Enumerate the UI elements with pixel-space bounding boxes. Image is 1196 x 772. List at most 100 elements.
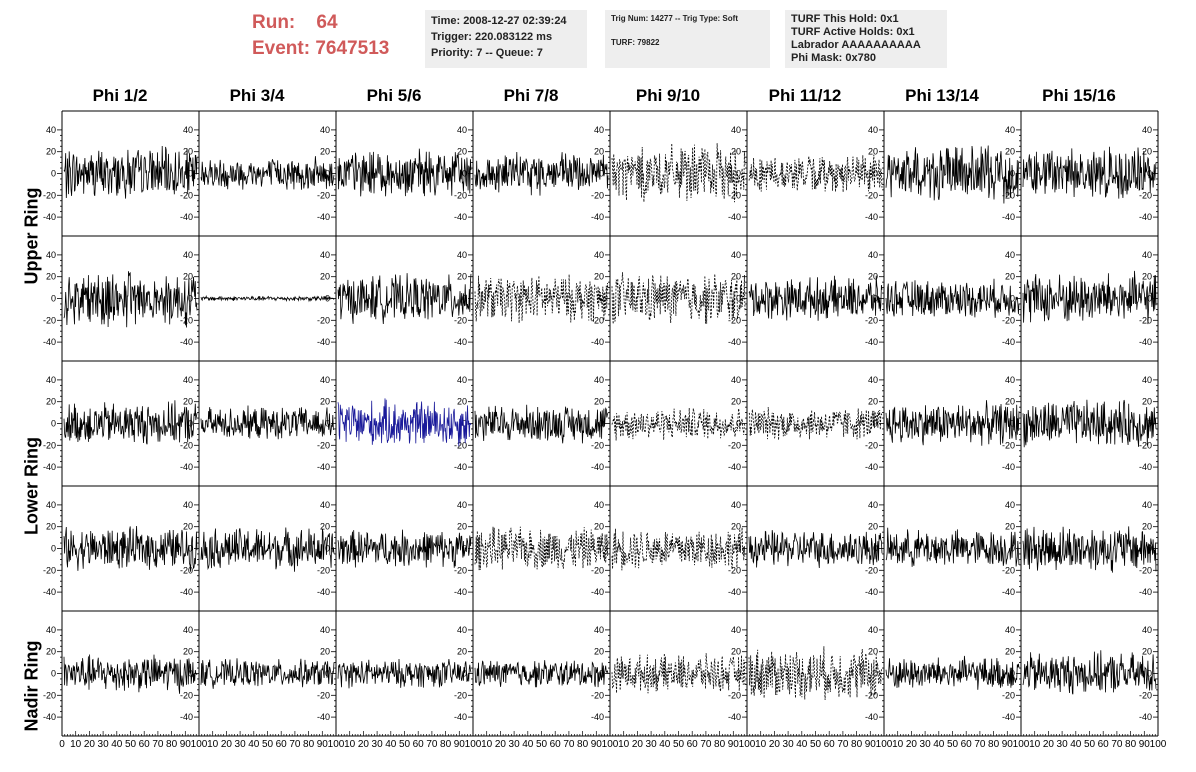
waveform-trace-r0-c3 — [474, 151, 609, 196]
y-tick-label: 40 — [183, 625, 193, 635]
y-tick-label: -40 — [1002, 212, 1015, 222]
x-tick-label: 50 — [125, 739, 137, 750]
x-tick-label: 40 — [385, 739, 397, 750]
x-tick-label: 50 — [262, 739, 274, 750]
x-tick-label: 90 — [317, 739, 329, 750]
x-tick-label: 50 — [536, 739, 548, 750]
waveform-trace-r3-c7 — [1022, 526, 1157, 573]
x-tick-label: 80 — [440, 739, 452, 750]
y-tick-label: 40 — [1005, 500, 1015, 510]
waveform-trace-r4-c6 — [885, 655, 1020, 690]
y-tick-label: -20 — [1002, 690, 1015, 700]
phi-mask-line: Phi Mask: 0x780 — [791, 52, 876, 64]
y-tick-label: 0 — [873, 169, 878, 179]
y-tick-label: -20 — [1002, 565, 1015, 575]
x-tick-label: 100 — [465, 739, 482, 750]
y-tick-label: -40 — [43, 337, 56, 347]
y-tick-label: -20 — [591, 565, 604, 575]
y-tick-label: 40 — [594, 625, 604, 635]
waveform-trace-r0-c6 — [885, 145, 1020, 204]
x-tick-label: 0 — [59, 739, 65, 750]
column-header-phi-15-16: Phi 15/16 — [1042, 86, 1116, 105]
event-value: 7647513 — [315, 38, 390, 59]
y-tick-label: -40 — [317, 587, 330, 597]
x-tick-label: 60 — [276, 739, 288, 750]
y-tick-label: -20 — [317, 565, 330, 575]
x-tick-label: 50 — [947, 739, 959, 750]
y-tick-label: 0 — [51, 294, 56, 304]
y-tick-label: 40 — [46, 250, 56, 260]
y-tick-label: 20 — [1142, 272, 1152, 282]
y-tick-label: -40 — [317, 462, 330, 472]
y-tick-label: -20 — [1002, 440, 1015, 450]
y-tick-label: -20 — [317, 690, 330, 700]
y-tick-label: 20 — [320, 147, 330, 157]
column-header-phi-5-6: Phi 5/6 — [366, 86, 422, 105]
labrador-line: Labrador AAAAAAAAAA — [791, 39, 921, 51]
y-tick-label: 40 — [594, 125, 604, 135]
waveform-trace-r3-c3 — [474, 526, 609, 571]
y-tick-label: 40 — [320, 250, 330, 260]
y-tick-label: -40 — [180, 337, 193, 347]
y-tick-label: 20 — [457, 647, 467, 657]
y-tick-label: 20 — [594, 522, 604, 532]
waveform-trace-r3-c6 — [885, 527, 1020, 567]
y-tick-label: -20 — [317, 440, 330, 450]
y-tick-label: 20 — [1005, 647, 1015, 657]
y-tick-label: -20 — [1002, 190, 1015, 200]
y-tick-label: 40 — [183, 250, 193, 260]
y-tick-label: 40 — [594, 250, 604, 260]
waveform-trace-r1-c4 — [611, 272, 746, 325]
y-tick-label: -40 — [728, 712, 741, 722]
y-tick-label: -20 — [591, 690, 604, 700]
waveform-trace-r1-c5 — [748, 275, 883, 321]
x-tick-label: 40 — [796, 739, 808, 750]
x-tick-label: 10 — [1029, 739, 1041, 750]
waveform-trace-r1-c3 — [474, 274, 609, 324]
y-tick-label: -20 — [865, 190, 878, 200]
waveform-trace-r2-c1 — [200, 405, 335, 440]
y-tick-label: -20 — [454, 440, 467, 450]
x-tick-label: 80 — [1125, 739, 1137, 750]
y-tick-label: 0 — [873, 419, 878, 429]
y-tick-label: -20 — [180, 190, 193, 200]
y-tick-label: 40 — [1142, 375, 1152, 385]
y-tick-label: 20 — [320, 397, 330, 407]
y-tick-label: -40 — [1002, 462, 1015, 472]
y-tick-label: 20 — [1142, 397, 1152, 407]
x-tick-label: 30 — [235, 739, 247, 750]
y-tick-label: -20 — [43, 190, 56, 200]
waveform-trace-r0-c2 — [337, 148, 472, 197]
x-tick-label: 90 — [591, 739, 603, 750]
y-tick-label: -20 — [591, 315, 604, 325]
trig-num-line: Trig Num: 14277 -- Trig Type: Soft — [611, 14, 738, 23]
waveform-trace-r1-c2 — [337, 273, 472, 325]
y-tick-label: 20 — [594, 272, 604, 282]
y-tick-label: 20 — [46, 272, 56, 282]
y-tick-label: 20 — [46, 522, 56, 532]
y-tick-label: -20 — [1139, 315, 1152, 325]
y-tick-label: 20 — [868, 522, 878, 532]
trigger-line: Trigger: 220.083122 ms — [431, 31, 553, 43]
y-tick-label: 40 — [46, 375, 56, 385]
y-tick-label: -20 — [1139, 565, 1152, 575]
x-tick-label: 20 — [906, 739, 918, 750]
y-tick-label: 40 — [320, 125, 330, 135]
y-tick-label: -40 — [591, 212, 604, 222]
waveform-trace-r4-c4 — [611, 653, 746, 694]
y-tick-label: 40 — [731, 500, 741, 510]
y-tick-label: 20 — [46, 647, 56, 657]
x-tick-label: 90 — [1002, 739, 1014, 750]
y-tick-label: 40 — [731, 125, 741, 135]
turf-hold-line: TURF This Hold: 0x1 — [791, 13, 899, 25]
y-tick-label: 40 — [457, 250, 467, 260]
y-tick-label: 20 — [1005, 522, 1015, 532]
y-tick-label: 20 — [1005, 272, 1015, 282]
y-tick-label: -20 — [454, 315, 467, 325]
x-tick-label: 40 — [111, 739, 123, 750]
waveform-trace-r2-c4 — [611, 407, 746, 441]
y-tick-label: -40 — [1139, 712, 1152, 722]
x-tick-label: 80 — [303, 739, 315, 750]
column-header-phi-13-14: Phi 13/14 — [905, 86, 979, 105]
y-tick-label: 40 — [183, 500, 193, 510]
